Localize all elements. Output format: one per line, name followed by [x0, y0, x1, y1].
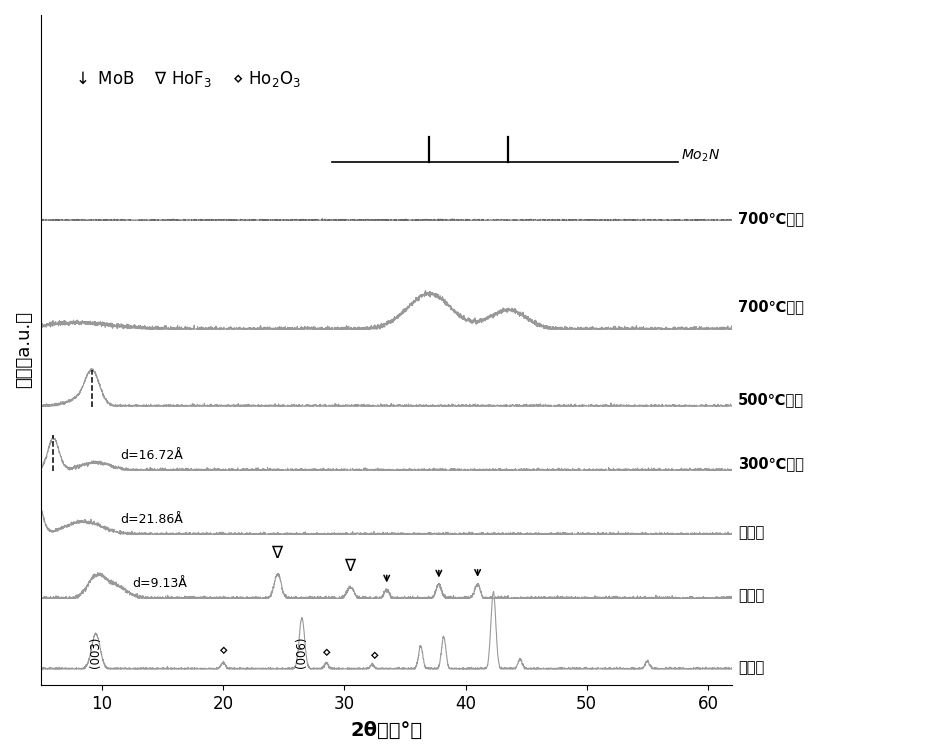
Text: 500℃退火: 500℃退火 [739, 392, 804, 407]
Text: 刺蚀前: 刺蚀前 [739, 660, 765, 675]
X-axis label: 2θ角（°）: 2θ角（°） [350, 721, 423, 740]
Text: 未退火: 未退火 [739, 525, 765, 540]
Text: 700℃退火: 700℃退火 [739, 299, 804, 314]
Text: $\diamond$: $\diamond$ [218, 643, 228, 658]
Text: 700℃退火: 700℃退火 [739, 211, 804, 226]
Text: $\downarrow$ MoB    $\nabla$ HoF$_3$    $\diamond$ Ho$_2$O$_3$: $\downarrow$ MoB $\nabla$ HoF$_3$ $\diam… [72, 69, 300, 89]
Y-axis label: 强度（a.u.）: 强度（a.u.） [15, 312, 33, 389]
Text: d=16.72Å: d=16.72Å [121, 448, 183, 461]
Text: $\diamond$: $\diamond$ [321, 645, 332, 660]
Text: 刺蚀后: 刺蚀后 [739, 587, 765, 602]
Text: d=21.86Å: d=21.86Å [121, 513, 183, 525]
Text: 300℃退火: 300℃退火 [739, 456, 804, 471]
Text: $\nabla$: $\nabla$ [344, 556, 357, 575]
Text: (006): (006) [296, 636, 308, 667]
Text: Mo$_2$N: Mo$_2$N [681, 148, 721, 165]
Text: $\nabla$: $\nabla$ [271, 544, 284, 562]
Text: d=9.13Å: d=9.13Å [132, 577, 187, 590]
Text: (003): (003) [89, 636, 103, 667]
Text: $\diamond$: $\diamond$ [369, 649, 380, 663]
